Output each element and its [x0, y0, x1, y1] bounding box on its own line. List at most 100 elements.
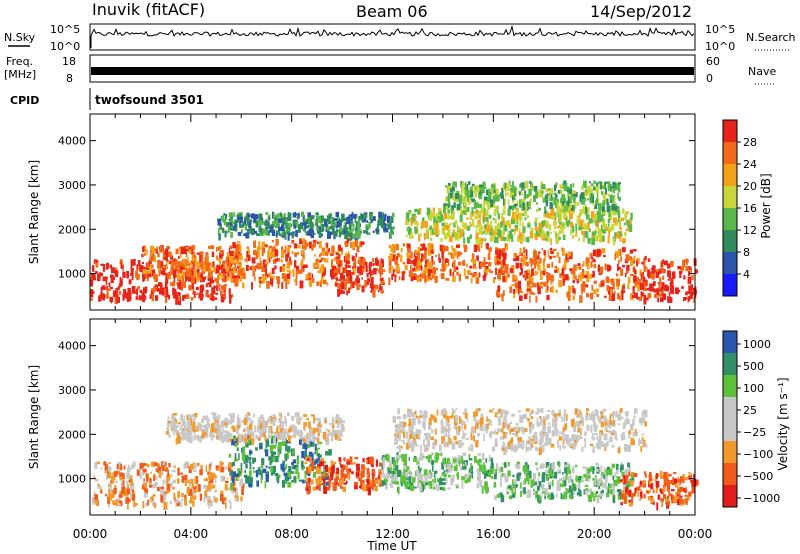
data-cell: [478, 215, 481, 218]
data-cell: [462, 260, 466, 266]
data-cell: [493, 189, 496, 194]
data-cell: [609, 415, 612, 423]
data-cell: [162, 266, 164, 270]
data-cell: [546, 231, 550, 237]
data-cell: [595, 462, 599, 466]
data-cell: [596, 192, 599, 199]
data-cell: [597, 416, 600, 420]
data-cell: [613, 290, 616, 294]
data-cell: [162, 269, 166, 276]
data-cell: [200, 464, 203, 470]
data-cell: [596, 495, 600, 504]
data-cell: [590, 424, 593, 433]
data-cell: [443, 408, 447, 414]
data-cell: [230, 263, 233, 267]
data-cell: [188, 249, 192, 254]
data-cell: [486, 196, 490, 202]
data-cell: [293, 224, 296, 229]
data-cell: [402, 243, 405, 247]
data-cell: [581, 479, 585, 483]
data-cell: [492, 184, 496, 190]
data-cell: [433, 438, 436, 447]
data-cell: [354, 227, 357, 234]
data-cell: [259, 213, 262, 220]
data-cell: [230, 269, 233, 275]
data-cell: [612, 482, 615, 488]
data-cell: [389, 461, 392, 468]
data-cell: [473, 200, 477, 204]
data-cell: [582, 206, 587, 212]
data-cell: [578, 475, 582, 480]
data-cell: [655, 473, 658, 479]
data-cell: [553, 220, 557, 225]
data-cell: [304, 448, 307, 457]
data-cell: [473, 211, 476, 215]
data-cell: [190, 245, 195, 249]
data-cell: [592, 433, 594, 439]
data-cell: [456, 231, 460, 240]
data-cell: [604, 264, 609, 267]
data-cell: [199, 469, 203, 476]
data-cell: [575, 478, 578, 481]
data-cell: [632, 286, 635, 289]
data-cell: [631, 480, 635, 484]
data-cell: [213, 286, 217, 289]
data-cell: [597, 211, 601, 218]
data-cell: [357, 219, 361, 227]
data-cell: [412, 273, 417, 280]
data-cell: [620, 464, 624, 471]
data-cell: [334, 230, 338, 236]
data-cell: [600, 465, 603, 473]
data-cell: [631, 477, 635, 482]
data-cell: [139, 265, 144, 272]
data-cell: [408, 481, 411, 488]
data-cell: [412, 273, 417, 277]
data-cell: [293, 243, 298, 249]
data-cell: [219, 245, 222, 249]
data-cell: [609, 420, 613, 425]
data-cell: [372, 263, 375, 267]
data-cell: [230, 226, 233, 229]
data-cell: [118, 467, 121, 471]
data-cell: [459, 207, 462, 215]
data-cell: [523, 208, 527, 216]
data-cell: [559, 478, 563, 482]
data-cell: [527, 223, 531, 228]
data-cell: [577, 480, 582, 483]
data-cell: [297, 472, 300, 480]
data-cell: [287, 276, 290, 285]
data-cell: [511, 433, 516, 436]
data-cell: [335, 252, 339, 255]
data-cell: [346, 461, 350, 465]
data-cell: [262, 220, 266, 225]
data-cell: [248, 450, 253, 455]
data-cell: [300, 211, 305, 217]
data-cell: [415, 250, 419, 254]
data-cell: [210, 245, 215, 250]
data-cell: [572, 234, 574, 240]
data-cell: [448, 235, 453, 242]
data-cell: [656, 502, 659, 511]
data-cell: [328, 480, 331, 488]
data-cell: [258, 468, 262, 475]
data-cell: [357, 257, 361, 260]
data-cell: [224, 501, 227, 504]
data-cell: [515, 188, 518, 195]
data-cell: [660, 498, 664, 502]
data-cell: [318, 230, 322, 238]
data-cell: [248, 214, 251, 218]
data-cell: [580, 192, 585, 200]
data-cell: [368, 267, 372, 275]
data-cell: [440, 237, 443, 242]
data-cell: [479, 262, 482, 267]
data-cell: [308, 451, 313, 457]
data-cell: [311, 461, 315, 468]
freq-label-1: Freq.: [6, 55, 33, 68]
data-cell: [530, 262, 533, 268]
data-cell: [141, 262, 144, 264]
data-cell: [250, 426, 253, 434]
nsearch-tick-top: 10^5: [705, 23, 735, 36]
data-cell: [462, 208, 466, 211]
